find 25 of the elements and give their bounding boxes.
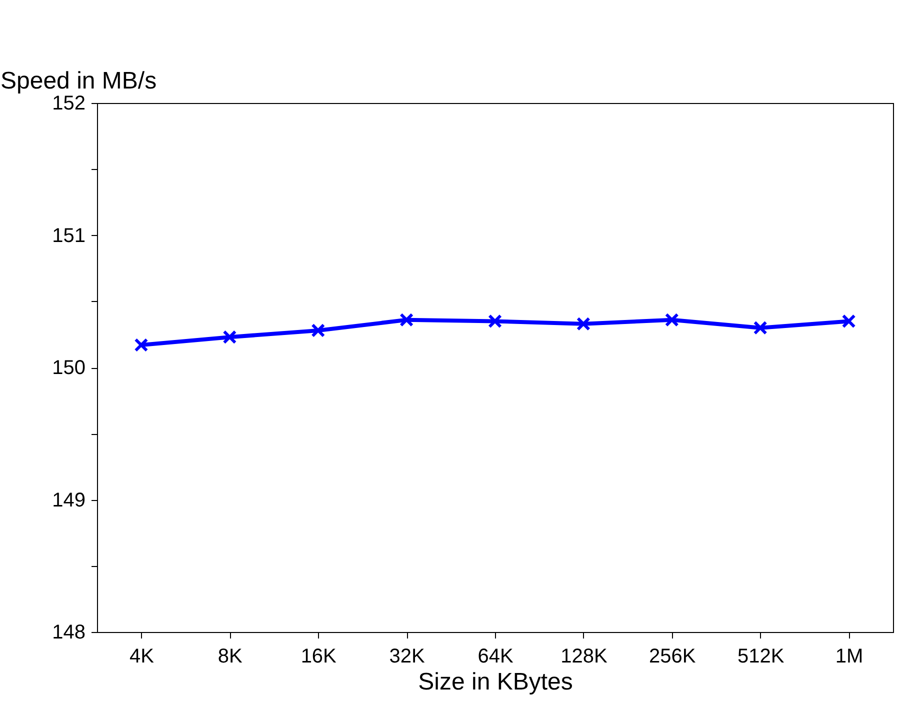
- y-tick-label: 149: [52, 489, 86, 512]
- y-axis-title: Speed in MB/s: [0, 68, 157, 94]
- y-tick-label: 152: [52, 92, 86, 114]
- point: [753, 320, 768, 335]
- x-tick-label: 64K: [478, 646, 514, 668]
- x-tick-label: 1M: [835, 646, 864, 668]
- y-tick-label: 151: [52, 224, 86, 247]
- point: [842, 314, 856, 328]
- x-tick-label: 128K: [560, 646, 608, 668]
- y-tick-label: 150: [52, 357, 86, 379]
- x-axis-title: Size in KBytes: [418, 668, 573, 696]
- point: [311, 323, 326, 338]
- point: [222, 330, 237, 344]
- x-tick-label: 512K: [737, 646, 785, 668]
- point: [576, 316, 590, 331]
- point: [664, 312, 679, 327]
- x-tick-label: 16K: [300, 646, 338, 668]
- y-tick-label: 148: [52, 622, 86, 644]
- x-tick-label: 8K: [218, 646, 244, 668]
- point: [400, 312, 414, 327]
- point: [488, 314, 502, 328]
- point: [134, 338, 148, 352]
- x-tick-label: 256K: [649, 646, 696, 668]
- x-tick-label: 32K: [389, 646, 426, 668]
- x-tick-label: 4K: [129, 646, 155, 668]
